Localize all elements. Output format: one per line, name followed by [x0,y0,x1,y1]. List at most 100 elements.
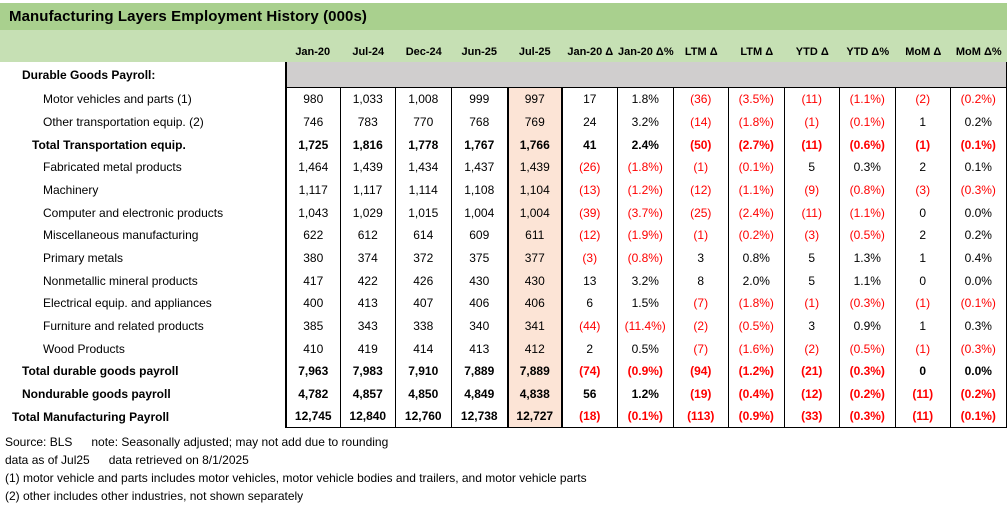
value-cell: 4,850 [396,382,452,406]
value-cell: 1,816 [341,133,396,156]
value-cell: (39) [563,201,618,224]
value-cell: (0.3%) [840,405,896,428]
value-cell: (1.1%) [840,88,896,111]
value-cell: 997 [507,88,563,111]
value-cell: (1.9%) [618,223,674,247]
value-cell: 0.9% [840,314,896,338]
value-cell: 1,108 [464,182,495,197]
value-cell: 1,114 [396,178,452,202]
value-cell: (0.5%) [840,337,896,360]
value-cell: 412 [507,337,563,360]
value-cell: 426 [396,269,452,292]
value-cell: (0.2%) [840,382,896,406]
table-body: Motor vehicles and parts (1) 980 1,033 1,00… [0,88,1007,428]
value-cell: 7,910 [396,359,452,383]
value-cell: 380 [285,246,341,270]
value-cell: 2 [563,337,618,360]
value-cell: 13 [563,269,618,292]
value-cell: (36) [674,88,729,111]
table-row: Nonmetallic mineral products 417 422 426 430… [0,269,1007,292]
retrieved-text: data retrieved on 8/1/2025 [108,452,249,467]
row-label: Total durable goods payroll [22,364,179,379]
row-label: Fabricated metal products [43,160,182,175]
source-text: Source: BLS [5,434,73,449]
value-cell: 0 [896,359,951,383]
value-cell: (33) [784,405,840,428]
value-cell: (1) [896,291,951,315]
value-cell: 1,725 [285,133,341,156]
table-row: Total Manufacturing Payroll 12,745 12,840 1… [0,405,1007,428]
value-cell: (1) [785,291,840,315]
value-cell: (2) [785,337,840,360]
row-label: Other transportation equip. (2) [43,114,204,129]
value-cell: 1.8% [618,88,674,111]
value-cell: (1.6%) [729,337,785,360]
value-cell: 3 [674,246,729,270]
value-cell: 0.0% [951,359,1007,383]
value-cell: 12,760 [396,405,452,428]
value-cell: 1,004 [507,201,563,224]
value-cell: (14) [674,110,729,134]
value-cell: 1,104 [507,178,563,202]
value-cell: (12) [785,382,840,406]
column-header-7: LTM Δ [684,46,718,58]
column-header-12: MoM Δ% [955,46,1002,58]
value-cell: (9) [785,178,840,202]
value-cell: 0.2% [951,223,1007,247]
value-cell: (13) [563,178,618,202]
value-cell: 4,838 [507,382,563,406]
value-cell: 0.0% [951,201,1007,224]
row-label: Computer and electronic products [43,205,224,220]
value-cell: (0.3%) [951,178,1007,202]
value-cell: (1) [896,133,951,156]
column-header-5: Jan-20 Δ [567,46,614,58]
value-cell: (0.4%) [729,382,785,406]
value-cell: 0.3% [951,314,1007,338]
value-cell: 1,004 [464,205,495,220]
value-cell: (0.8%) [618,246,674,270]
value-cell: 430 [469,273,490,288]
table-row: Total Transportation equip. 1,725 1,816 1,7… [0,133,1007,156]
value-cell: (0.1%) [951,291,1007,315]
value-cell: 1.2% [618,382,674,406]
value-cell: 12,727 [507,405,563,428]
value-cell: 0.8% [729,246,785,270]
value-cell: 12,745 [285,405,341,428]
value-cell: 7,889 [464,364,495,379]
table-row: Other transportation equip. (2) 746 783 770… [0,110,1007,134]
value-cell: (0.5%) [840,223,896,247]
value-cell: 980 [285,88,341,111]
value-cell: 56 [563,382,618,406]
value-cell: 2.0% [729,269,785,292]
value-cell: (0.9%) [729,405,785,428]
value-cell: (0.5%) [729,314,785,338]
column-header-6: Jan-20 Δ% [618,46,674,58]
value-cell: 1,029 [341,201,396,224]
column-header-9: YTD Δ [795,46,829,58]
value-cell: 3.2% [618,269,674,292]
value-cell: (1.8%) [729,110,785,134]
value-cell: 400 [285,291,341,315]
row-label: Furniture and related products [43,318,204,333]
value-cell: 768 [469,114,490,129]
table-row: Nondurable goods payroll 4,782 4,857 4,850 4… [0,382,1007,406]
table-row: Wood Products 410 419 414 413 412 2 0.5% (7) (1.6… [0,337,1007,360]
value-cell: 5 [785,246,840,270]
value-cell: 614 [396,223,452,247]
value-cell: (12) [563,223,618,247]
value-cell: 8 [674,269,729,292]
value-cell: (0.2%) [729,223,785,247]
value-cell: 1,767 [464,137,495,152]
value-cell: (1) [674,223,729,247]
value-cell: 1,117 [285,178,341,202]
table-row: Miscellaneous manufacturing 622 612 614 609 6… [0,223,1007,247]
row-label: Total Transportation equip. [32,137,186,152]
value-cell: (1.1%) [840,201,896,224]
row-label: Miscellaneous manufacturing [43,228,199,243]
value-cell: (0.9%) [618,359,674,383]
footer-line-source: Source: BLS note: Seasonally adjusted; m… [5,433,1007,451]
value-cell: (18) [562,405,618,428]
value-cell: (94) [674,359,729,383]
value-cell: 1,439 [341,155,396,179]
value-cell: 622 [285,223,341,247]
